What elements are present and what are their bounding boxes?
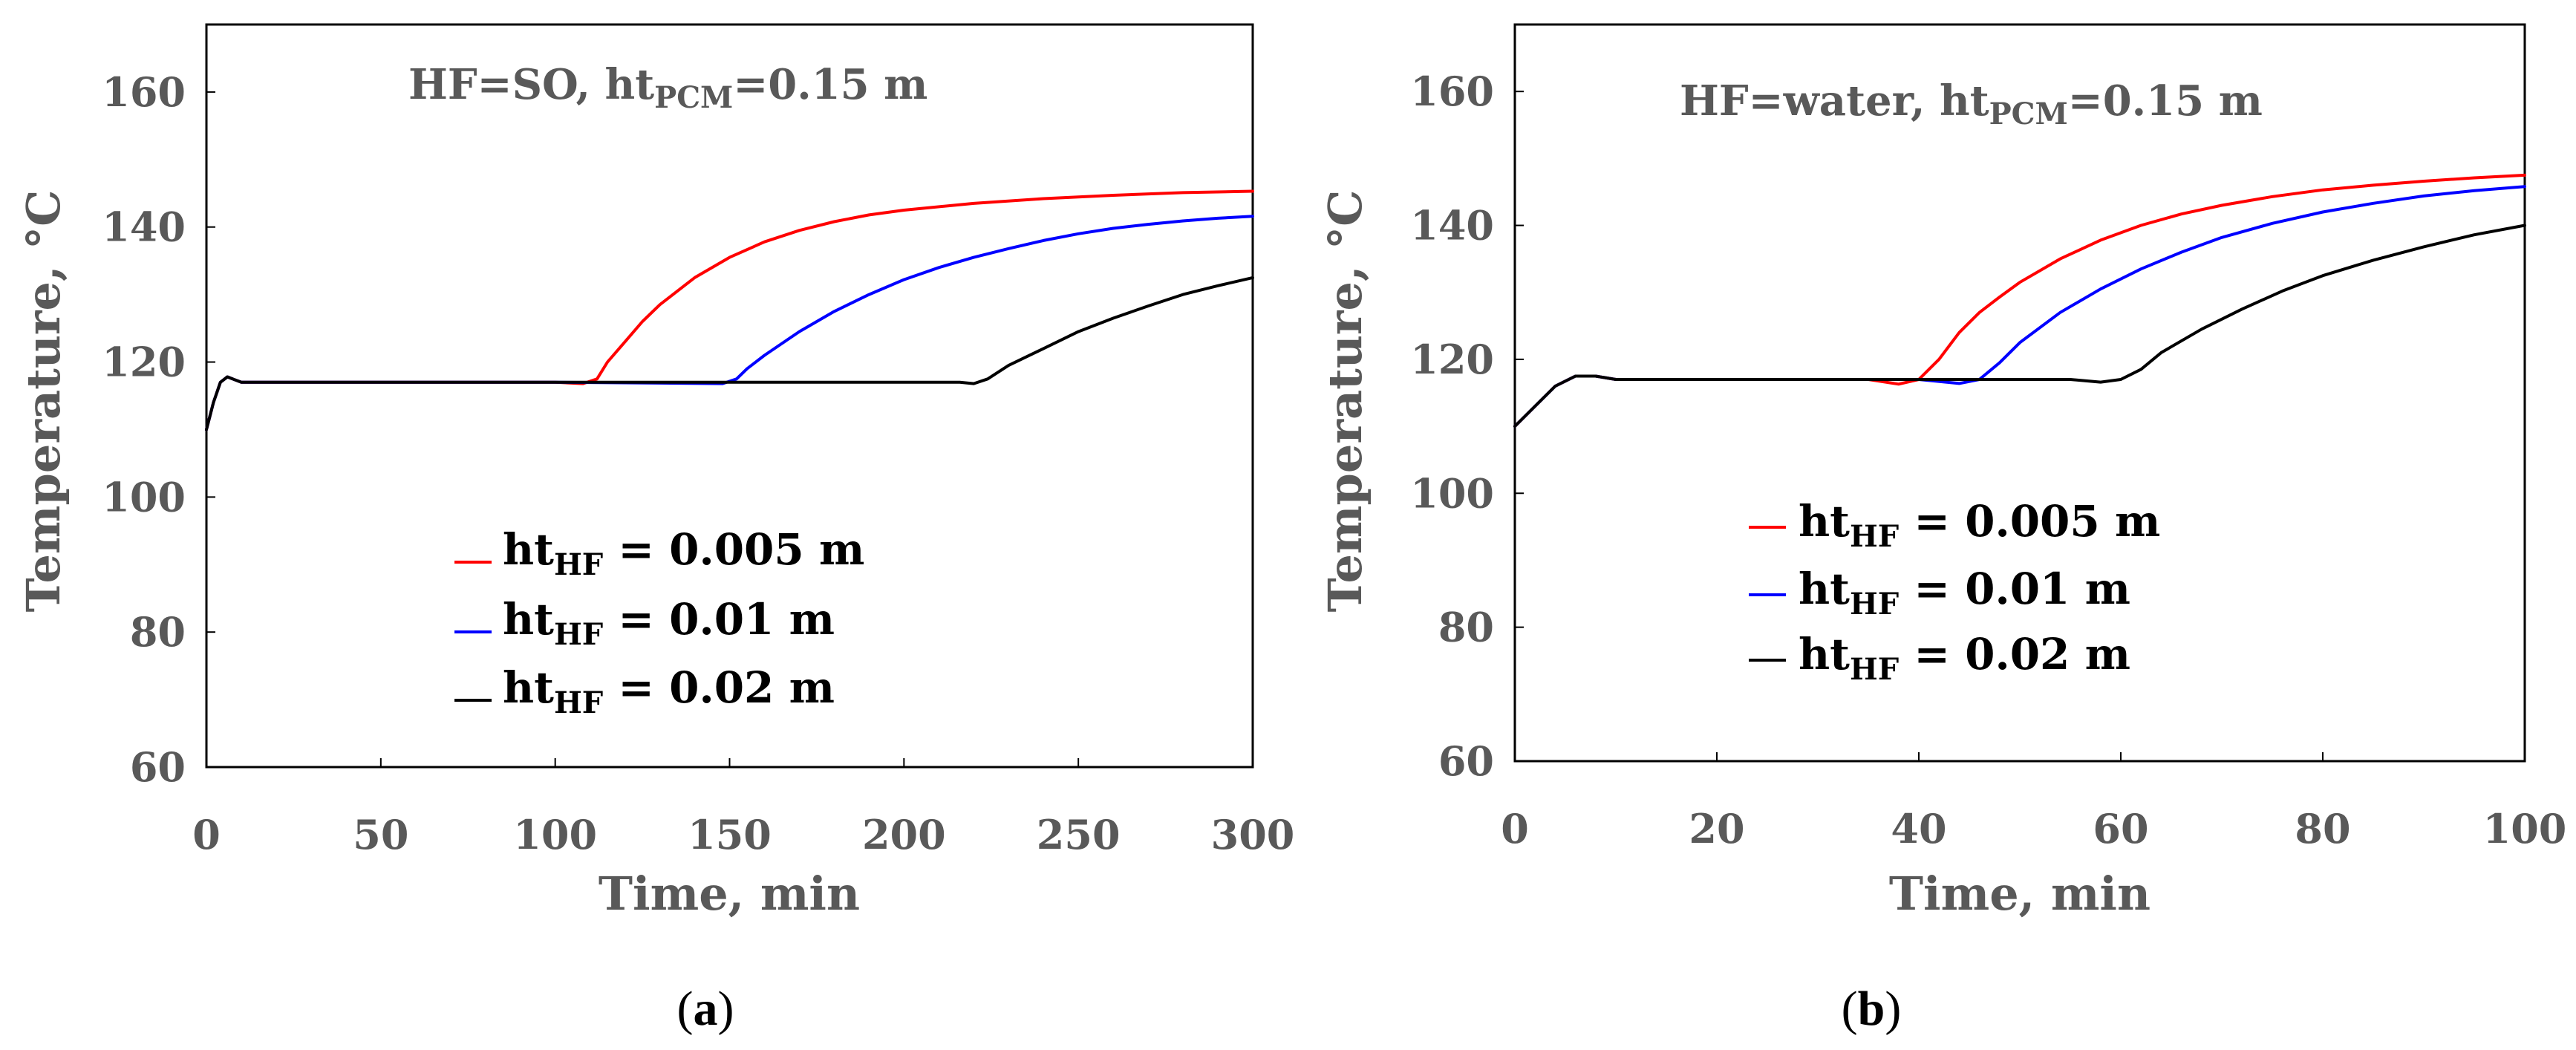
x-tick-label-a-5: 250 (1037, 811, 1121, 858)
y-axis-label-a: Temperature, °C (16, 189, 71, 612)
y-axis-label-b: Temperature, °C (1318, 189, 1372, 612)
y-tick-label-b-2: 100 (1410, 469, 1494, 517)
plot-area-a (205, 23, 1254, 769)
annotation-a-prefix: HF=SO, ht (408, 60, 654, 109)
x-tick-label-b-3: 60 (2093, 805, 2148, 852)
chart-panel-a: 60 80 100 120 140 160 0 50 100 150 200 250 300 Temp… (16, 23, 1294, 1036)
caption-a-open: ( (677, 982, 694, 1036)
x-axis-ticks-a: 0 50 100 150 200 250 300 (192, 758, 1294, 858)
annotation-a-suffix: =0.15 m (733, 60, 927, 109)
y-tick-label-b-1: 80 (1438, 604, 1494, 651)
x-tick-label-b-2: 40 (1891, 805, 1946, 852)
caption-b-open: ( (1842, 982, 1858, 1036)
caption-a: (a) (677, 982, 734, 1036)
y-tick-label-a-0: 60 (130, 743, 186, 791)
legend-label-b-2: htHF = 0.02 m (1799, 629, 2130, 687)
y-tick-label-a-5: 160 (102, 68, 186, 116)
legend-item-a-1: htHF = 0.01 m (454, 594, 835, 652)
legend-label-a-2-sub: HF (554, 685, 603, 720)
x-tick-label-a-2: 100 (513, 811, 597, 858)
annotation-b-sub: PCM (1989, 97, 2068, 131)
legend-item-b-1: htHF = 0.01 m (1749, 564, 2130, 622)
chart-panel-b: 60 80 100 120 140 160 0 20 40 60 80 100 Temperatur… (1318, 23, 2566, 1036)
legend-label-a-0-sub: HF (554, 547, 603, 582)
annotation-a: HF=SO, htPCM=0.15 m (408, 60, 927, 115)
x-axis-label-b: Time, min (1889, 867, 2151, 921)
y-tick-label-b-0: 60 (1438, 737, 1494, 785)
legend-label-b-2-rest: = 0.02 m (1899, 629, 2130, 679)
caption-b-close: ) (1885, 982, 1901, 1036)
legend-label-b-0-sub: HF (1850, 519, 1899, 554)
x-tick-label-b-5: 100 (2483, 805, 2567, 852)
annotation-b: HF=water, htPCM=0.15 m (1680, 76, 2263, 131)
legend-label-b-0-rest: = 0.005 m (1899, 496, 2160, 547)
legend-a: htHF = 0.005 m htHF = 0.01 m htHF = 0.02… (454, 524, 864, 720)
series-lines-a (205, 189, 1254, 431)
series-line-a-2 (205, 275, 1254, 431)
legend-label-b-2-sub: HF (1850, 652, 1899, 687)
legend-item-b-2: htHF = 0.02 m (1749, 629, 2130, 687)
x-axis-label-a: Time, min (599, 867, 860, 921)
annotation-b-suffix: =0.15 m (2068, 76, 2263, 125)
legend-label-b-1-sub: HF (1850, 587, 1899, 622)
y-tick-label-b-3: 120 (1410, 336, 1494, 383)
series-line-b-2 (1513, 224, 2526, 428)
legend-label-a-1: htHF = 0.01 m (503, 594, 835, 652)
x-tick-label-b-1: 20 (1689, 805, 1744, 852)
x-axis-ticks-b: 0 20 40 60 80 100 (1501, 752, 2566, 852)
legend-label-a-2-main: ht (503, 662, 554, 713)
legend-item-a-0: htHF = 0.005 m (454, 524, 864, 582)
legend-label-a-0-rest: = 0.005 m (603, 524, 864, 575)
x-tick-label-a-4: 200 (862, 811, 946, 858)
y-tick-label-a-2: 100 (102, 473, 186, 521)
legend-label-a-1-rest: = 0.01 m (603, 594, 835, 645)
y-axis-ticks-a: 60 80 100 120 140 160 (102, 68, 215, 791)
y-tick-label-b-4: 140 (1410, 202, 1494, 250)
y-tick-label-a-1: 80 (130, 608, 186, 656)
legend-label-a-2-rest: = 0.02 m (603, 662, 835, 713)
x-tick-label-a-6: 300 (1211, 811, 1295, 858)
legend-label-b-2-main: ht (1799, 629, 1850, 679)
plot-area-b (1513, 23, 2526, 763)
legend-item-b-0: htHF = 0.005 m (1749, 496, 2160, 554)
legend-label-a-2: htHF = 0.02 m (503, 662, 835, 720)
x-tick-label-a-0: 0 (192, 811, 221, 858)
caption-b-letter: b (1858, 982, 1885, 1036)
legend-b: htHF = 0.005 m htHF = 0.01 m htHF = 0.02… (1749, 496, 2160, 687)
legend-label-b-1: htHF = 0.01 m (1799, 564, 2130, 622)
legend-label-a-0: htHF = 0.005 m (503, 524, 864, 582)
y-axis-ticks-b: 60 80 100 120 140 160 (1410, 68, 1524, 785)
caption-b: (b) (1842, 982, 1902, 1036)
legend-label-a-0-main: ht (503, 524, 554, 575)
series-lines-b (1513, 173, 2526, 428)
x-tick-label-a-1: 50 (353, 811, 408, 858)
y-tick-label-b-5: 160 (1410, 68, 1494, 115)
annotation-a-sub: PCM (654, 80, 733, 115)
caption-a-letter: a (694, 982, 718, 1036)
y-tick-label-a-3: 120 (102, 339, 186, 386)
legend-label-a-1-sub: HF (554, 617, 603, 652)
legend-item-a-2: htHF = 0.02 m (454, 662, 835, 720)
annotation-b-prefix: HF=water, ht (1680, 76, 1989, 125)
legend-label-b-1-main: ht (1799, 564, 1850, 614)
legend-label-b-0: htHF = 0.005 m (1799, 496, 2160, 554)
legend-label-a-1-main: ht (503, 594, 554, 645)
x-tick-label-a-3: 150 (688, 811, 772, 858)
caption-a-close: ) (718, 982, 734, 1036)
x-tick-label-b-4: 80 (2295, 805, 2350, 852)
y-tick-label-a-4: 140 (102, 203, 186, 251)
legend-label-b-1-rest: = 0.01 m (1899, 564, 2130, 614)
x-tick-label-b-0: 0 (1501, 805, 1529, 852)
legend-label-b-0-main: ht (1799, 496, 1850, 547)
